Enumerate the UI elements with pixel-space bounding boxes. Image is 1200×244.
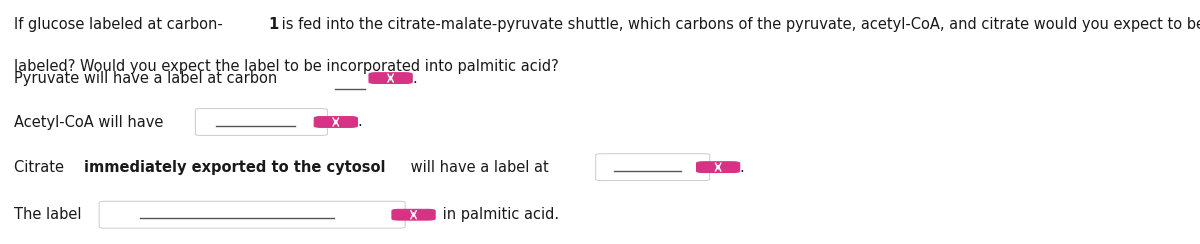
- Text: labeled? Would you expect the label to be incorporated into palmitic acid?: labeled? Would you expect the label to b…: [14, 59, 559, 73]
- FancyBboxPatch shape: [595, 154, 709, 181]
- FancyBboxPatch shape: [196, 109, 328, 135]
- FancyBboxPatch shape: [100, 201, 406, 228]
- Text: Acetyl-CoA will have: Acetyl-CoA will have: [14, 114, 163, 130]
- Text: If glucose labeled at carbon-: If glucose labeled at carbon-: [14, 17, 223, 32]
- Text: Citrate: Citrate: [14, 160, 70, 175]
- Text: .: .: [413, 71, 416, 86]
- Text: 1: 1: [268, 17, 278, 32]
- Text: immediately exported to the cytosol: immediately exported to the cytosol: [84, 160, 386, 175]
- Text: Pyruvate will have a label at carbon: Pyruvate will have a label at carbon: [14, 71, 277, 86]
- FancyBboxPatch shape: [314, 117, 358, 127]
- Text: The label: The label: [14, 207, 82, 222]
- Text: will have a label at: will have a label at: [406, 160, 548, 175]
- FancyBboxPatch shape: [696, 162, 739, 173]
- Text: .: .: [358, 114, 362, 130]
- FancyBboxPatch shape: [392, 209, 436, 220]
- Text: .: .: [739, 160, 744, 175]
- Text: in palmitic acid.: in palmitic acid.: [438, 207, 559, 222]
- Text: is fed into the citrate-malate-pyruvate shuttle, which carbons of the pyruvate, : is fed into the citrate-malate-pyruvate …: [277, 17, 1200, 32]
- FancyBboxPatch shape: [370, 73, 413, 83]
